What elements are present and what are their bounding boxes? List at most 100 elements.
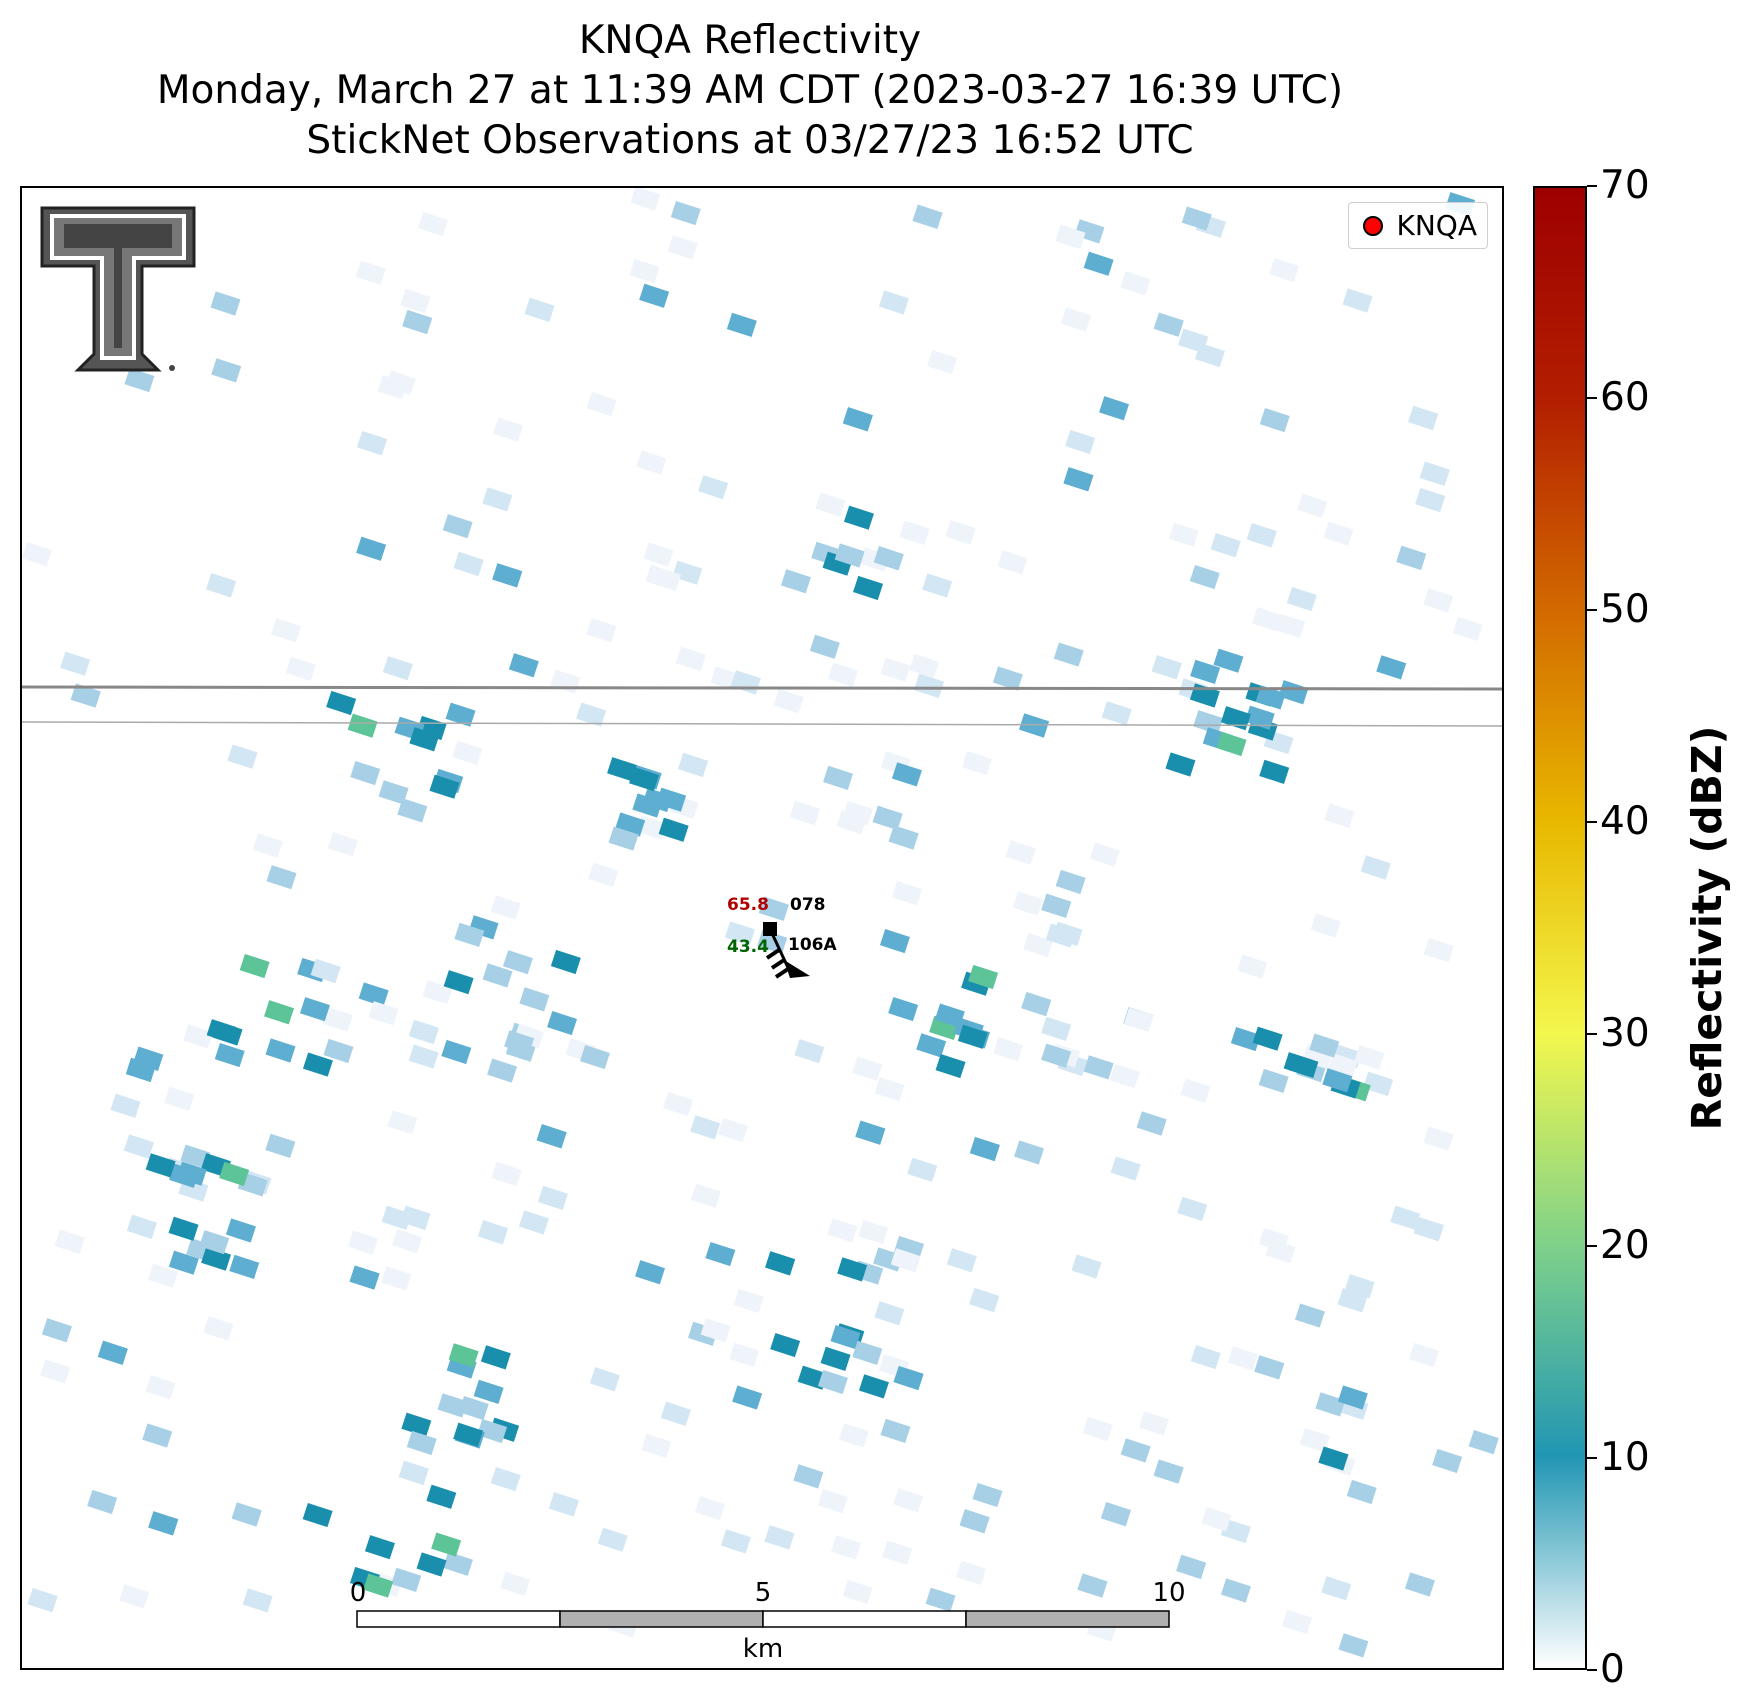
reflectivity-cell — [1309, 1033, 1340, 1058]
reflectivity-cell — [959, 1509, 990, 1534]
reflectivity-cell — [225, 1218, 256, 1243]
reflectivity-cell — [408, 1044, 439, 1069]
texas-tech-logo — [40, 206, 196, 372]
reflectivity-cell — [206, 573, 237, 598]
reflectivity-cell — [1244, 705, 1275, 730]
colorbar-tick — [1587, 1033, 1597, 1035]
reflectivity-cell — [408, 1019, 439, 1045]
reflectivity-cell — [874, 1077, 905, 1102]
reflectivity-cell — [1180, 1078, 1211, 1103]
reflectivity-cell — [409, 727, 440, 752]
reflectivity-cell — [675, 646, 706, 672]
reflectivity-cell — [888, 825, 919, 850]
reflectivity-cell — [1082, 1416, 1113, 1442]
reflectivity-cell — [60, 651, 91, 676]
reflectivity-cell — [378, 780, 409, 805]
reflectivity-cell — [227, 744, 258, 769]
reflectivity-cell — [1210, 533, 1241, 558]
station-plot[interactable]: 65.8 078 43.4 106A — [727, 895, 837, 979]
reflectivity-cell — [1294, 1303, 1325, 1328]
reflectivity-cell — [1324, 803, 1355, 828]
reflectivity-cell — [1286, 586, 1317, 612]
reflectivity-cell — [1023, 932, 1054, 958]
reflectivity-cell — [922, 573, 953, 598]
reflectivity-cell — [285, 656, 316, 681]
map-legend: KNQA — [1347, 202, 1488, 249]
reflectivity-cell — [473, 1379, 504, 1404]
reflectivity-cell — [935, 1053, 966, 1079]
reflectivity-cell — [656, 787, 687, 812]
reflectivity-cell — [1259, 407, 1290, 433]
reflectivity-cell — [733, 1288, 764, 1313]
radar-canvas: 65.8 078 43.4 106A — [22, 188, 1502, 1658]
reflectivity-cell — [927, 349, 958, 375]
reflectivity-cell — [416, 1552, 447, 1577]
reflectivity-cell — [229, 1254, 260, 1279]
reflectivity-cell — [358, 982, 389, 1007]
reflectivity-cell — [717, 1117, 748, 1143]
reflectivity-cell — [1246, 523, 1277, 548]
wind-barb-pennant — [784, 960, 810, 978]
reflectivity-cell — [660, 1401, 691, 1426]
reflectivity-cell — [705, 1241, 736, 1267]
reflectivity-cell — [698, 475, 729, 500]
reflectivity-cell — [347, 713, 378, 738]
reflectivity-cell — [880, 1418, 911, 1443]
reflectivity-cell — [97, 1340, 128, 1365]
reflectivity-cell — [518, 1210, 549, 1235]
reflectivity-cell — [377, 374, 408, 400]
reflectivity-cell — [956, 1560, 987, 1585]
reflectivity-cell — [252, 833, 283, 858]
station-dewpoint: 43.4 — [727, 937, 769, 957]
reflectivity-cell — [629, 767, 660, 792]
reflectivity-cell — [1321, 1576, 1352, 1601]
reflectivity-cell — [1252, 607, 1283, 632]
reflectivity-cell — [852, 1340, 883, 1365]
colorbar-tick-label: 0 — [1600, 1647, 1625, 1692]
reflectivity-cell — [1083, 251, 1114, 276]
radar-map[interactable]: 65.8 078 43.4 106A 0 5 10 km KNQA — [20, 186, 1504, 1670]
reflectivity-cell — [1310, 913, 1341, 938]
reflectivity-cell — [842, 1579, 873, 1604]
reflectivity-cell — [1299, 1428, 1330, 1453]
wind-barb-feathers — [765, 948, 790, 979]
reflectivity-cell — [576, 702, 607, 727]
reflectivity-cell — [429, 774, 460, 799]
reflectivity-cell — [1283, 1052, 1314, 1077]
reflectivity-cell — [969, 1287, 1000, 1313]
reflectivity-cell — [972, 1482, 1003, 1508]
reflectivity-cell — [1151, 655, 1182, 680]
reflectivity-cell — [126, 1214, 157, 1239]
reflectivity-cell — [726, 312, 757, 337]
reflectivity-cell — [629, 258, 660, 284]
reflectivity-cell — [1176, 1554, 1207, 1579]
reflectivity-cell — [1190, 659, 1221, 684]
reflectivity-cell — [1390, 1205, 1421, 1230]
reflectivity-cell — [437, 1393, 468, 1418]
scale-label-0: 0 — [349, 1578, 367, 1608]
reflectivity-cell — [817, 1489, 848, 1514]
reflectivity-cell — [502, 950, 533, 975]
reflectivity-cell — [310, 958, 341, 984]
reflectivity-cell — [1432, 1448, 1463, 1474]
reflectivity-cell — [397, 798, 428, 823]
reflectivity-cell — [639, 283, 670, 308]
reflectivity-cell — [448, 1343, 479, 1368]
reflectivity-cell — [1237, 954, 1268, 979]
reflectivity-cell — [636, 450, 667, 475]
reflectivity-cell — [1269, 257, 1300, 283]
reflectivity-cell — [27, 1588, 58, 1613]
reflectivity-cell — [1342, 288, 1373, 313]
reflectivity-cell — [916, 1033, 947, 1058]
reflectivity-cell — [148, 1263, 179, 1288]
title-line-2: Monday, March 27 at 11:39 AM CDT (2023-0… — [156, 68, 1344, 113]
reflectivity-cell — [852, 1056, 883, 1081]
reflectivity-cell — [40, 1359, 71, 1384]
reflectivity-cell — [700, 1318, 731, 1343]
reflectivity-cell — [203, 1316, 234, 1341]
reflectivity-cell — [667, 235, 698, 260]
reflectivity-cell — [1101, 701, 1132, 726]
reflectivity-cell — [961, 750, 992, 776]
reflectivity-cell — [1415, 487, 1446, 513]
reflectivity-cell — [729, 1342, 760, 1367]
